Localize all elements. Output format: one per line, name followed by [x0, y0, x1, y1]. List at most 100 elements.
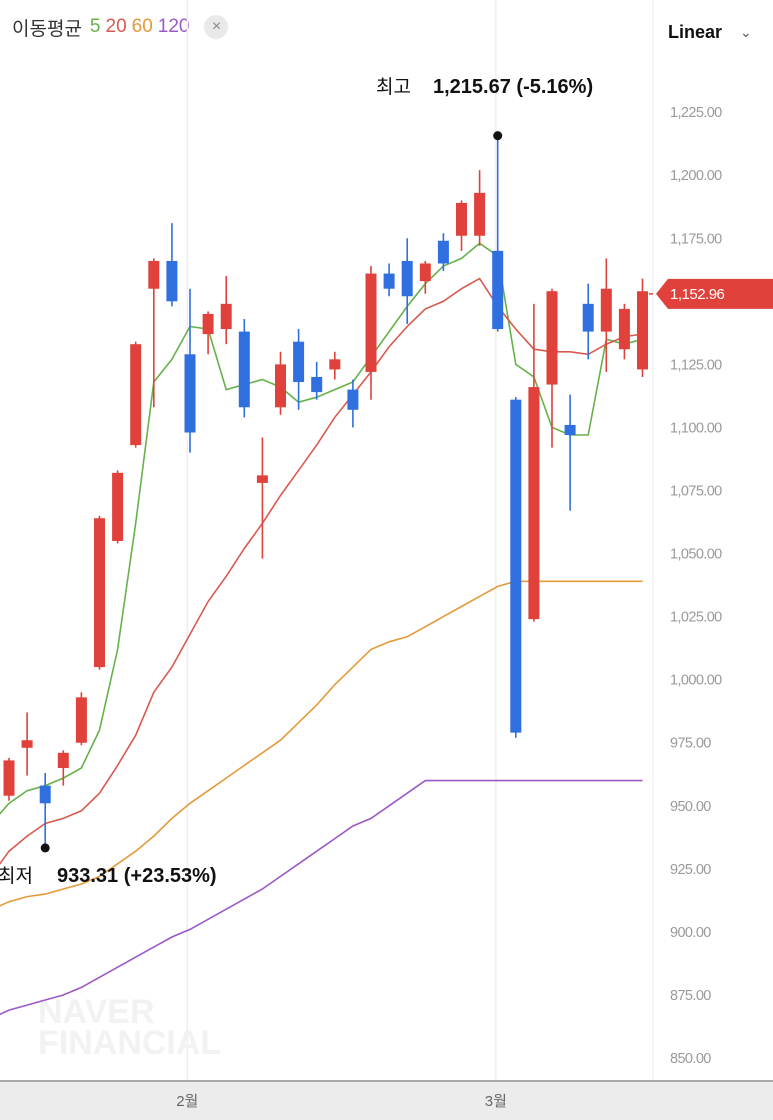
candle[interactable] [166, 223, 178, 307]
candle[interactable] [130, 341, 142, 448]
high-value: 1,215.67 (-5.16%) [433, 76, 593, 98]
candle[interactable] [75, 692, 87, 746]
candle[interactable] [419, 260, 431, 294]
candle-body [528, 387, 540, 620]
ma-legend-20[interactable]: 20 [105, 16, 127, 37]
low-label: 최저 [0, 865, 33, 887]
candle[interactable] [220, 276, 232, 345]
candle-body [202, 313, 214, 335]
candle[interactable] [293, 329, 305, 410]
ma-legend: 이동평균 5 20 60 120 × [12, 12, 229, 42]
candle[interactable] [347, 379, 359, 428]
candle-body [57, 752, 69, 768]
candle-body [582, 303, 594, 332]
candle[interactable] [57, 750, 69, 786]
high-marker [493, 131, 503, 141]
y-tick-label: 850.00 [670, 1051, 711, 1067]
candle-body [220, 303, 232, 330]
candle-body [256, 475, 268, 483]
y-tick-label: 1,225.00 [670, 105, 722, 121]
candle[interactable] [492, 135, 504, 332]
candle-body [275, 364, 286, 408]
x-axis-band [0, 1082, 773, 1120]
candle[interactable] [528, 303, 540, 622]
candle-body [148, 260, 160, 289]
close-icon[interactable]: × [204, 15, 229, 39]
candle[interactable] [456, 200, 467, 251]
candle[interactable] [238, 318, 250, 418]
chevron-down-icon: ⌄ [740, 24, 752, 40]
candle[interactable] [21, 712, 33, 776]
candle-body [112, 472, 124, 541]
candle-body [437, 240, 449, 264]
candle-body [293, 341, 305, 383]
candle-body [510, 399, 522, 733]
candle[interactable] [600, 258, 612, 372]
x-tick-label: 2월 [176, 1093, 198, 1110]
candle[interactable] [256, 437, 268, 559]
candle-body [347, 389, 359, 410]
scale-label: Linear [668, 22, 723, 42]
candle[interactable] [637, 278, 648, 377]
y-tick-label: 1,200.00 [670, 168, 722, 184]
candle-body [238, 331, 250, 408]
candle-body [564, 424, 576, 436]
candle[interactable] [3, 757, 15, 801]
candle-body [21, 740, 33, 748]
watermark-line-1: NAVER [38, 993, 155, 1031]
candle[interactable] [383, 263, 395, 297]
candle-body [546, 291, 558, 385]
y-tick-label: 950.00 [670, 799, 711, 815]
candle-body [474, 192, 486, 236]
candle[interactable] [474, 170, 486, 246]
candle[interactable] [311, 361, 323, 400]
low-marker [40, 843, 50, 853]
watermark-line-2: FINANCIAL [38, 1024, 221, 1062]
ma-line-120 [0, 779, 643, 1016]
candle-body [130, 344, 142, 446]
y-tick-label: 1,000.00 [670, 673, 722, 689]
y-tick-label: 875.00 [670, 988, 711, 1004]
x-tick-label: 3월 [485, 1093, 507, 1110]
candle[interactable] [582, 283, 594, 360]
candle[interactable] [510, 397, 522, 738]
candle[interactable] [401, 238, 413, 325]
candle[interactable] [564, 394, 576, 511]
candle-body [94, 518, 105, 668]
candle[interactable] [112, 470, 124, 544]
y-tick-label: 1,050.00 [670, 547, 722, 563]
scale-selector[interactable]: Linear ⌄ [668, 22, 752, 43]
candle[interactable] [546, 288, 558, 448]
candle[interactable] [202, 311, 214, 355]
candle-body [419, 263, 431, 282]
candle-body [456, 202, 467, 236]
candle[interactable] [148, 258, 160, 408]
candle-body [492, 250, 504, 330]
y-tick-label: 1,125.00 [670, 357, 722, 373]
y-tick-label: 925.00 [670, 862, 711, 878]
candle[interactable] [39, 773, 51, 848]
candle-body [311, 376, 323, 393]
candle-body [365, 273, 377, 372]
candle[interactable] [94, 515, 105, 670]
candle[interactable] [618, 303, 630, 360]
current-price-label: 1,152.96 [670, 286, 725, 303]
y-tick-label: 1,100.00 [670, 420, 722, 436]
high-label: 최고 [376, 76, 411, 98]
candle[interactable] [329, 351, 341, 380]
watermark: NAVER FINANCIAL [38, 993, 221, 1062]
y-tick-label: 900.00 [670, 925, 711, 941]
candle-body [618, 308, 630, 350]
candle[interactable] [437, 233, 449, 272]
ma-legend-5[interactable]: 5 [89, 16, 101, 37]
ma-legend-60[interactable]: 60 [131, 16, 153, 37]
candle-body [184, 354, 196, 433]
y-tick-label: 1,175.00 [670, 231, 722, 247]
candle[interactable] [184, 288, 196, 453]
candle[interactable] [365, 266, 377, 400]
candle-body [401, 260, 413, 297]
ma-legend-120[interactable]: 120 [157, 16, 190, 37]
current-price-tag [656, 278, 773, 309]
candle[interactable] [275, 351, 286, 415]
